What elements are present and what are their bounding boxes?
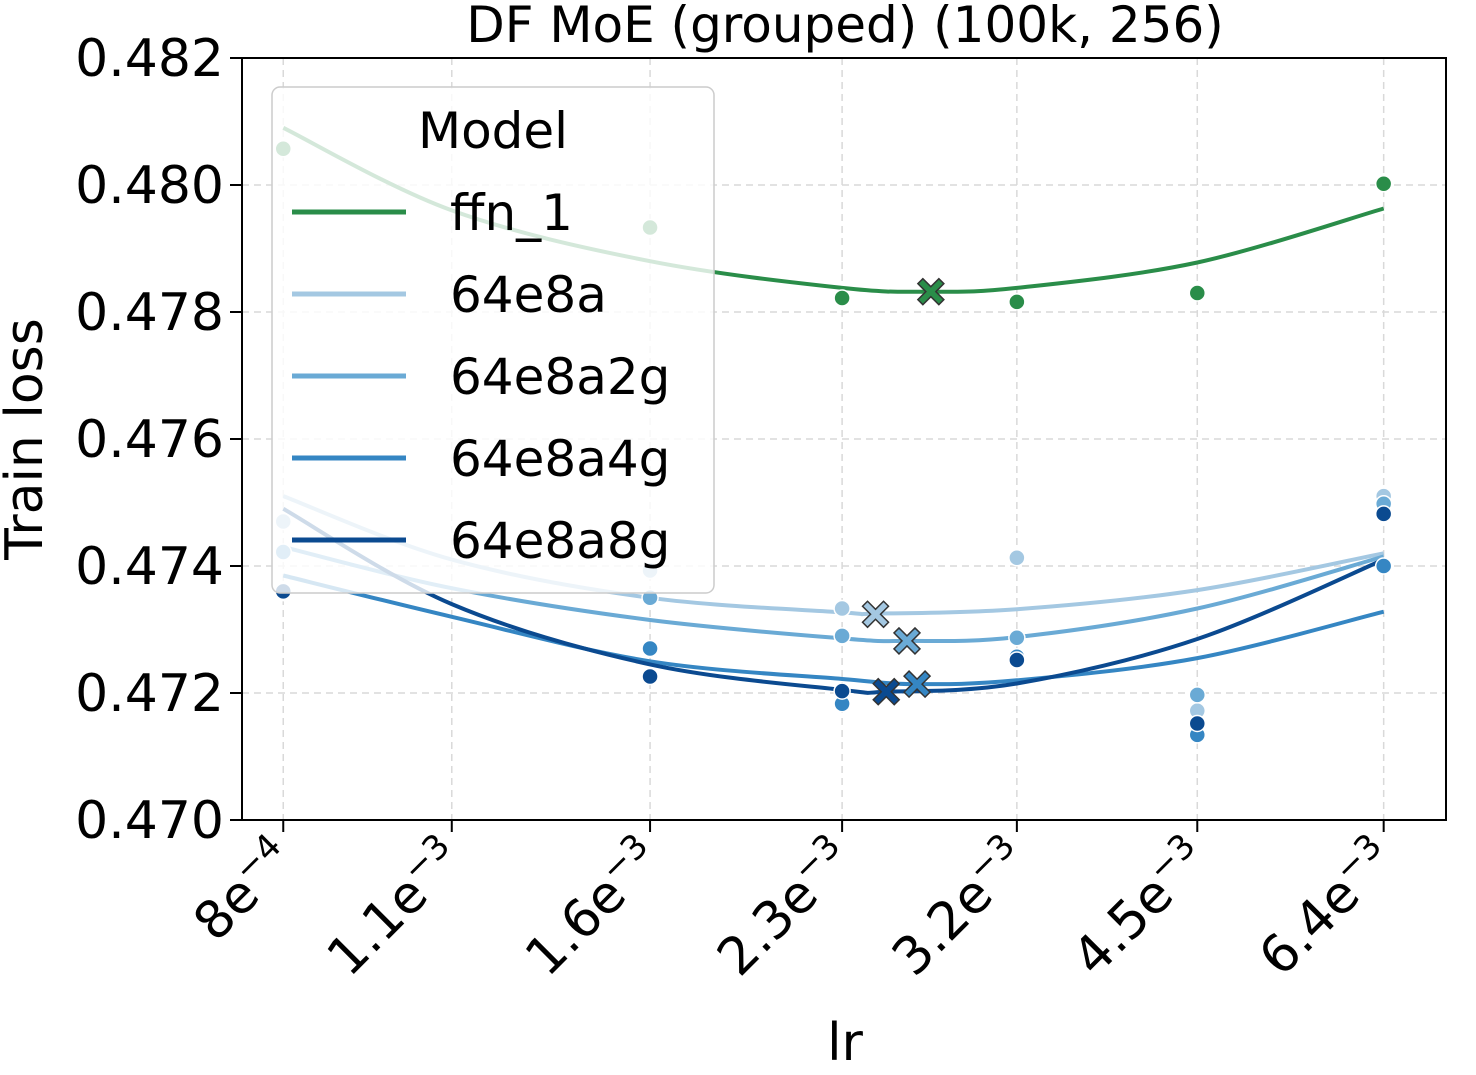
point-ffn-1-3 bbox=[1008, 293, 1026, 311]
minimum-markers bbox=[861, 277, 945, 706]
y-tick-label-4: 0.478 bbox=[75, 283, 224, 343]
point-64e8a8g-5 bbox=[1374, 505, 1393, 523]
y-axis-ticks: 0.470 0.472 0.474 0.476 0.478 0.480 0.482 bbox=[75, 29, 242, 851]
chart-title: DF MoE (grouped) (100k, 256) bbox=[466, 0, 1224, 54]
x-tick-label-5: 4.5e−3 bbox=[1059, 826, 1221, 988]
x-axis-ticks: 8e−41.1e−31.6e−32.3e−33.2e−34.5e−36.4e−3 bbox=[183, 820, 1407, 988]
x-axis-title: lr bbox=[827, 1013, 863, 1073]
min-marker-64e8a2g bbox=[892, 626, 922, 655]
legend-label-64e8a2g: 64e8a2g bbox=[450, 348, 670, 406]
y-tick-label-5: 0.480 bbox=[75, 156, 224, 216]
fit-curve-64e8a8g bbox=[282, 507, 1385, 695]
legend-entries: ffn_1 64e8a 64e8a2g 64e8a4g 64e8a8g bbox=[292, 184, 670, 570]
point-64e8a8g-1 bbox=[641, 667, 659, 686]
legend-title: Model bbox=[418, 102, 568, 160]
point-64e8a2g-3 bbox=[1008, 629, 1026, 647]
y-tick-label-2: 0.474 bbox=[75, 537, 224, 597]
y-tick-label-1: 0.472 bbox=[75, 664, 224, 724]
x-tick-label-1: 1.1e−3 bbox=[313, 826, 475, 988]
x-tick-label-2: 1.6e−3 bbox=[511, 826, 673, 988]
x-tick-label-6: 6.4e−3 bbox=[1245, 826, 1407, 988]
point-ffn-1-5 bbox=[1374, 174, 1393, 193]
legend-label-ffn-1: ffn_1 bbox=[450, 184, 573, 242]
y-tick-label-6: 0.482 bbox=[75, 29, 224, 89]
point-64e8a2g-2 bbox=[833, 627, 851, 645]
point-64e8a4g-1 bbox=[641, 639, 659, 658]
legend-label-64e8a: 64e8a bbox=[450, 266, 607, 324]
min-marker-64e8a4g bbox=[903, 670, 932, 699]
x-tick-label-4: 3.2e−3 bbox=[878, 826, 1040, 988]
y-tick-label-3: 0.476 bbox=[75, 410, 224, 470]
point-64e8a4g-5 bbox=[1374, 557, 1393, 575]
y-tick-label-0: 0.470 bbox=[75, 791, 224, 851]
min-marker-ffn-1 bbox=[916, 277, 945, 306]
point-64e8a2g-4 bbox=[1188, 686, 1207, 704]
point-ffn-1-4 bbox=[1188, 284, 1207, 302]
fit-curve-64e8a4g bbox=[282, 573, 1385, 687]
min-marker-64e8a bbox=[861, 600, 890, 629]
point-ffn-1-2 bbox=[833, 289, 851, 307]
point-64e8a8g-4 bbox=[1188, 714, 1207, 733]
min-marker-64e8a8g bbox=[872, 677, 901, 706]
point-64e8a8g-2 bbox=[833, 682, 851, 700]
point-64e8a-2 bbox=[833, 599, 851, 618]
legend: Model ffn_1 64e8a 64e8a2g 64e8a4g 64e8a8g bbox=[271, 86, 715, 594]
point-64e8a8g-3 bbox=[1008, 651, 1026, 669]
y-axis-title: Train loss bbox=[0, 318, 55, 561]
point-64e8a-3 bbox=[1008, 548, 1026, 567]
legend-label-64e8a4g: 64e8a4g bbox=[450, 430, 670, 488]
x-tick-label-3: 2.3e−3 bbox=[703, 826, 865, 988]
legend-label-64e8a8g: 64e8a8g bbox=[450, 512, 670, 570]
